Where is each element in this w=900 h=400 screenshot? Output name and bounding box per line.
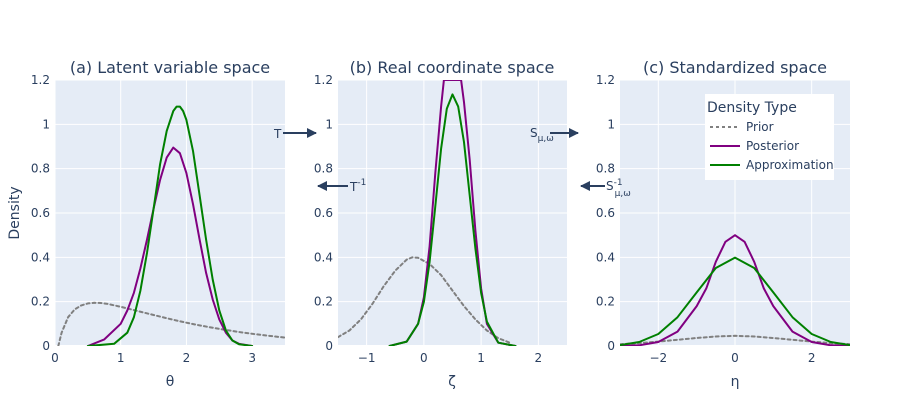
- annotation-t-label: T: [273, 127, 282, 141]
- annotation-s-label: Sμ,ω: [530, 126, 554, 144]
- xtick-label-a: 2: [183, 351, 191, 365]
- ytick-label-c: 0.4: [596, 250, 615, 264]
- series-posterior-a: [86, 146, 254, 346]
- legend-title: Density Type: [707, 100, 797, 116]
- xlabel-a: θ: [166, 374, 175, 390]
- ytick-label-c: 0: [607, 339, 615, 353]
- annotation-t-inverse-base: T: [349, 180, 358, 194]
- series-approximation-b: [388, 93, 517, 346]
- legend-item-approximation: Approximation: [746, 158, 834, 172]
- xtick-label-b: −1: [358, 351, 376, 365]
- curves-c: [620, 234, 850, 346]
- legend: Density Type Prior Posterior Approximati…: [705, 94, 834, 180]
- xtick-label-a: 1: [117, 351, 125, 365]
- ytick-label-c: 1: [607, 117, 615, 131]
- ytick-label-c: 0.6: [596, 206, 615, 220]
- ytick-label-b: 0.8: [314, 162, 333, 176]
- xtick-label-a: 0: [51, 351, 59, 365]
- annotation-s-sub: μ,ω: [538, 134, 554, 144]
- ytick-label-a: 1: [42, 117, 50, 131]
- annotation-t-inverse-sup: -1: [357, 178, 366, 188]
- xtick-label-b: 1: [477, 351, 485, 365]
- ytick-label-a: 0.2: [31, 295, 50, 309]
- ytick-label-b: 0.6: [314, 206, 333, 220]
- ytick-label-a: 0.4: [31, 250, 50, 264]
- annotation-s-inverse-base: S: [606, 179, 614, 193]
- annotation-t-inverse-label: T-1: [349, 178, 366, 194]
- legend-item-prior: Prior: [746, 120, 774, 134]
- ytick-label-a: 0.8: [31, 162, 50, 176]
- xlabel-c: η: [731, 374, 740, 390]
- annotation-s-inverse-label: S-1 μ,ω: [606, 178, 631, 199]
- curves-b: [338, 80, 517, 346]
- ytick-label-c: 1.2: [596, 73, 615, 87]
- series-approximation-c: [620, 256, 850, 346]
- annotation-s: Sμ,ω: [530, 126, 579, 144]
- title-a: (a) Latent variable space: [70, 58, 270, 77]
- curves-a: [57, 105, 285, 346]
- annotation-s-base: S: [530, 126, 538, 140]
- ytick-label-b: 1.2: [314, 73, 333, 87]
- panel-b: (b) Real coordinate space ζ: [338, 58, 567, 390]
- ytick-label-b: 0: [325, 339, 333, 353]
- ytick-label-a: 0: [42, 339, 50, 353]
- xtick-label-a: 3: [248, 351, 256, 365]
- ylabel-a: Density: [7, 186, 23, 239]
- ytick-label-c: 0.2: [596, 295, 615, 309]
- annotation-s-inverse: S-1 μ,ω: [580, 178, 631, 199]
- annotation-t-inverse: T-1: [317, 178, 366, 194]
- panel-a: (a) Latent variable space θ Density: [7, 58, 285, 390]
- grid-b: [338, 79, 567, 347]
- series-prior-b: [338, 256, 511, 344]
- xlabel-b: ζ: [448, 374, 456, 390]
- ytick-label-a: 0.6: [31, 206, 50, 220]
- legend-item-posterior: Posterior: [746, 139, 799, 153]
- xtick-label-c: 0: [731, 351, 739, 365]
- annotation-s-inverse-sub: μ,ω: [615, 189, 631, 199]
- ytick-label-b: 0.2: [314, 295, 333, 309]
- xtick-label-b: 2: [535, 351, 543, 365]
- ytick-label-b: 1: [325, 117, 333, 131]
- ytick-label-b: 0.4: [314, 250, 333, 264]
- series-approximation-a: [86, 105, 254, 346]
- annotation-s-inverse-sup: -1: [614, 178, 623, 188]
- series-posterior-c: [620, 234, 850, 346]
- xtick-label-b: 0: [420, 351, 428, 365]
- ytick-label-a: 1.2: [31, 73, 50, 87]
- annotation-t: T: [273, 127, 317, 141]
- xtick-label-c: −2: [649, 351, 667, 365]
- title-b: (b) Real coordinate space: [350, 58, 555, 77]
- ytick-label-c: 0.8: [596, 162, 615, 176]
- title-c: (c) Standardized space: [643, 58, 827, 77]
- xtick-label-c: 2: [808, 351, 816, 365]
